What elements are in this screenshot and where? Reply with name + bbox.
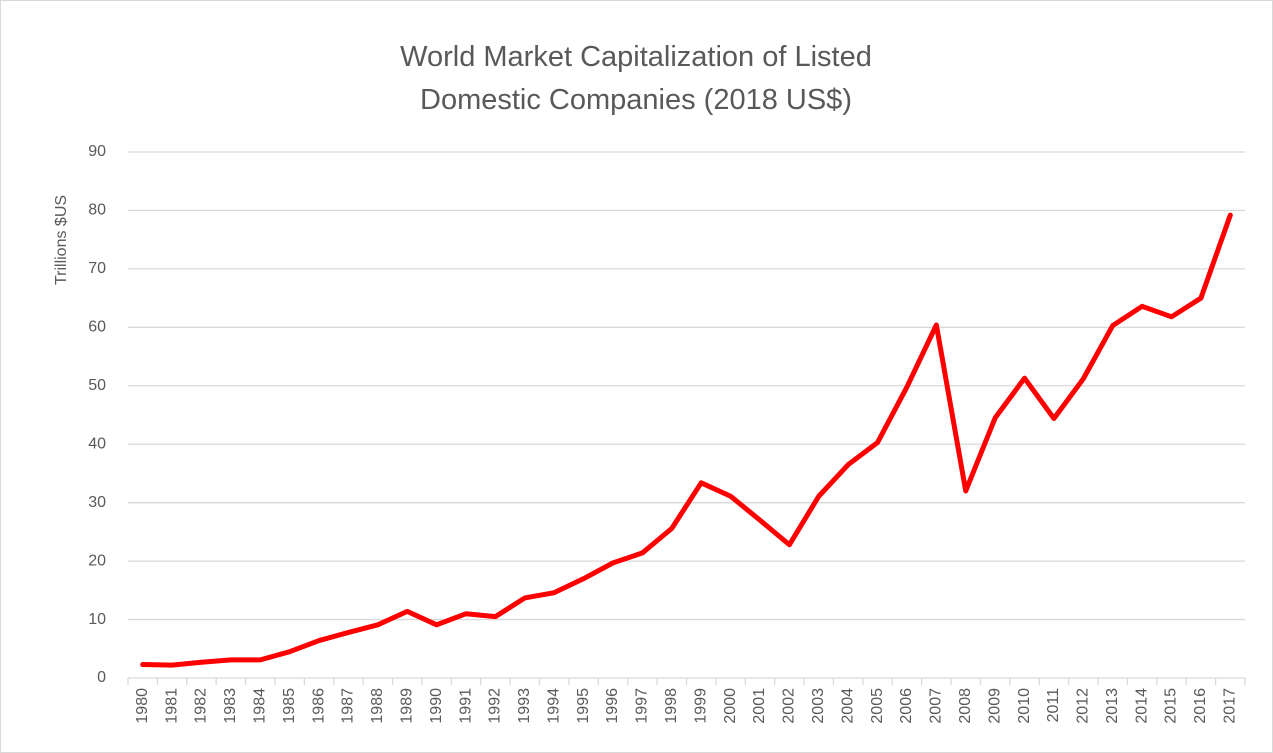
- x-tick-label: 1988: [369, 688, 386, 724]
- x-tick-label: 2006: [898, 688, 915, 724]
- x-tick-label: 2011: [1045, 688, 1062, 723]
- x-tick-label: 2013: [1104, 688, 1121, 724]
- x-tick-label: 2012: [1075, 688, 1092, 724]
- y-tick-label: 0: [97, 669, 106, 686]
- x-tick-label: 1990: [428, 688, 445, 724]
- x-tick-label: 2003: [810, 688, 827, 724]
- y-tick-label: 10: [88, 611, 106, 628]
- x-tick-label: 1995: [575, 688, 592, 724]
- y-axis-label: Trillions $US: [53, 195, 70, 285]
- y-tick-label: 40: [88, 435, 106, 452]
- x-tick-label: 1985: [281, 688, 298, 724]
- x-tick-label: 1998: [663, 688, 680, 724]
- x-tick-label: 1981: [163, 688, 180, 724]
- x-tick-label: 1994: [545, 688, 562, 724]
- x-tick-label: 1997: [634, 688, 651, 724]
- y-tick-label: 70: [88, 260, 106, 277]
- y-tick-label: 30: [88, 494, 106, 511]
- x-tick-label: 2017: [1222, 688, 1239, 724]
- x-tick-label: 2014: [1133, 688, 1150, 724]
- y-tick-label: 20: [88, 552, 106, 569]
- x-tick-label: 1992: [487, 688, 504, 724]
- chart-title: World Market Capitalization of Listed Do…: [400, 41, 872, 116]
- x-tick-label: 2016: [1192, 688, 1209, 724]
- x-tick-label: 1989: [398, 688, 415, 724]
- x-tick-label: 1984: [251, 688, 268, 724]
- x-tick-label: 1986: [310, 688, 327, 724]
- x-tick-label: 2009: [986, 688, 1003, 724]
- x-tick-label: 1983: [222, 688, 239, 724]
- x-tick-label: 2002: [781, 688, 798, 724]
- x-tick-label: 1996: [604, 688, 621, 724]
- x-tick-label: 2004: [839, 688, 856, 724]
- y-tick-label: 50: [88, 377, 106, 394]
- y-tick-label: 80: [88, 202, 106, 219]
- x-tick-label: 2000: [722, 688, 739, 724]
- x-tick-label: 2015: [1163, 688, 1180, 724]
- data-line: [140, 212, 1233, 668]
- x-tick-label: 2005: [869, 688, 886, 724]
- x-tick-label: 2001: [751, 688, 768, 724]
- x-tick-label: 1999: [692, 688, 709, 724]
- x-tick-label: 1991: [457, 688, 474, 724]
- x-tick-label: 2007: [928, 688, 945, 724]
- x-tick-label: 1987: [340, 688, 357, 724]
- x-tick-label: 1982: [193, 688, 210, 724]
- x-tick-label: 1993: [516, 688, 533, 724]
- x-tick-label: 1980: [134, 688, 151, 724]
- x-tick-label: 2010: [1016, 688, 1033, 724]
- x-tick-label: 2008: [957, 688, 974, 724]
- y-tick-label: 60: [88, 319, 106, 336]
- y-tick-label: 90: [88, 143, 106, 160]
